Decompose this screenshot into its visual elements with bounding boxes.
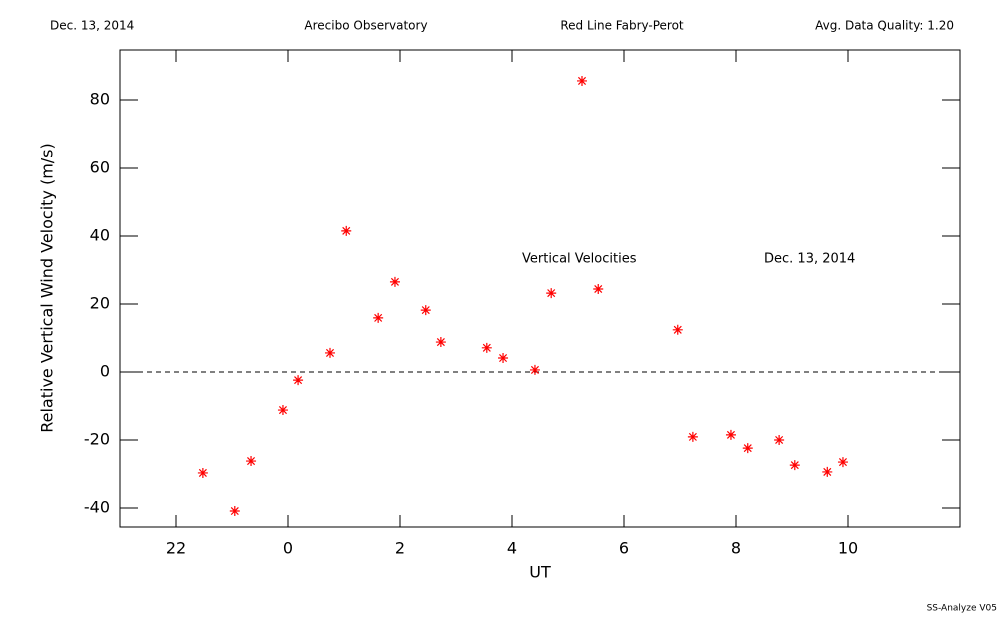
header-quality: Avg. Data Quality: 1.20 — [815, 19, 954, 33]
x-tick-label: 0 — [283, 539, 293, 558]
x-tick-label: 2 — [395, 539, 405, 558]
x-tick-label: 22 — [166, 539, 186, 558]
data-point — [822, 466, 833, 477]
x-tick-label: 4 — [507, 539, 517, 558]
y-tick-label: 80 — [90, 89, 110, 108]
data-point — [229, 506, 240, 517]
annotation: Vertical Velocities — [522, 252, 637, 267]
y-tick-label: 0 — [100, 361, 110, 380]
data-point — [742, 443, 753, 454]
data-point — [277, 405, 288, 416]
data-point — [837, 457, 848, 468]
data-point — [789, 460, 800, 471]
data-point — [197, 467, 208, 478]
data-point — [672, 324, 683, 335]
data-point — [389, 276, 400, 287]
footer: SS-Analyze V05 — [927, 604, 997, 614]
data-point — [725, 429, 736, 440]
header-site: Arecibo Observatory — [304, 19, 427, 33]
x-tick-label: 6 — [619, 539, 629, 558]
data-point — [498, 353, 509, 364]
y-tick-label: 40 — [90, 225, 110, 244]
data-point — [246, 456, 257, 467]
y-axis-label: Relative Vertical Wind Velocity (m/s) — [38, 143, 57, 433]
header-instrument: Red Line Fabry-Perot — [560, 19, 684, 33]
y-tick-label: -20 — [84, 429, 110, 448]
data-point — [593, 284, 604, 295]
data-point — [341, 225, 352, 236]
data-point — [420, 305, 431, 316]
data-point — [529, 364, 540, 375]
data-point — [435, 337, 446, 348]
x-axis-label: UT — [529, 563, 551, 582]
data-point — [546, 288, 557, 299]
x-tick-label: 10 — [838, 539, 858, 558]
data-point — [373, 312, 384, 323]
data-point — [577, 75, 587, 86]
x-tick-label: 8 — [731, 539, 741, 558]
data-point — [774, 434, 785, 445]
y-tick-label: 20 — [90, 293, 110, 312]
data-point — [687, 431, 698, 442]
data-point — [481, 342, 492, 353]
y-tick-label: -40 — [84, 497, 110, 516]
annotation: Dec. 13, 2014 — [764, 252, 855, 267]
y-tick-label: 60 — [90, 157, 110, 176]
plot-frame — [119, 49, 961, 528]
header-date: Dec. 13, 2014 — [50, 19, 134, 33]
data-point — [293, 375, 304, 386]
data-point — [325, 347, 335, 358]
